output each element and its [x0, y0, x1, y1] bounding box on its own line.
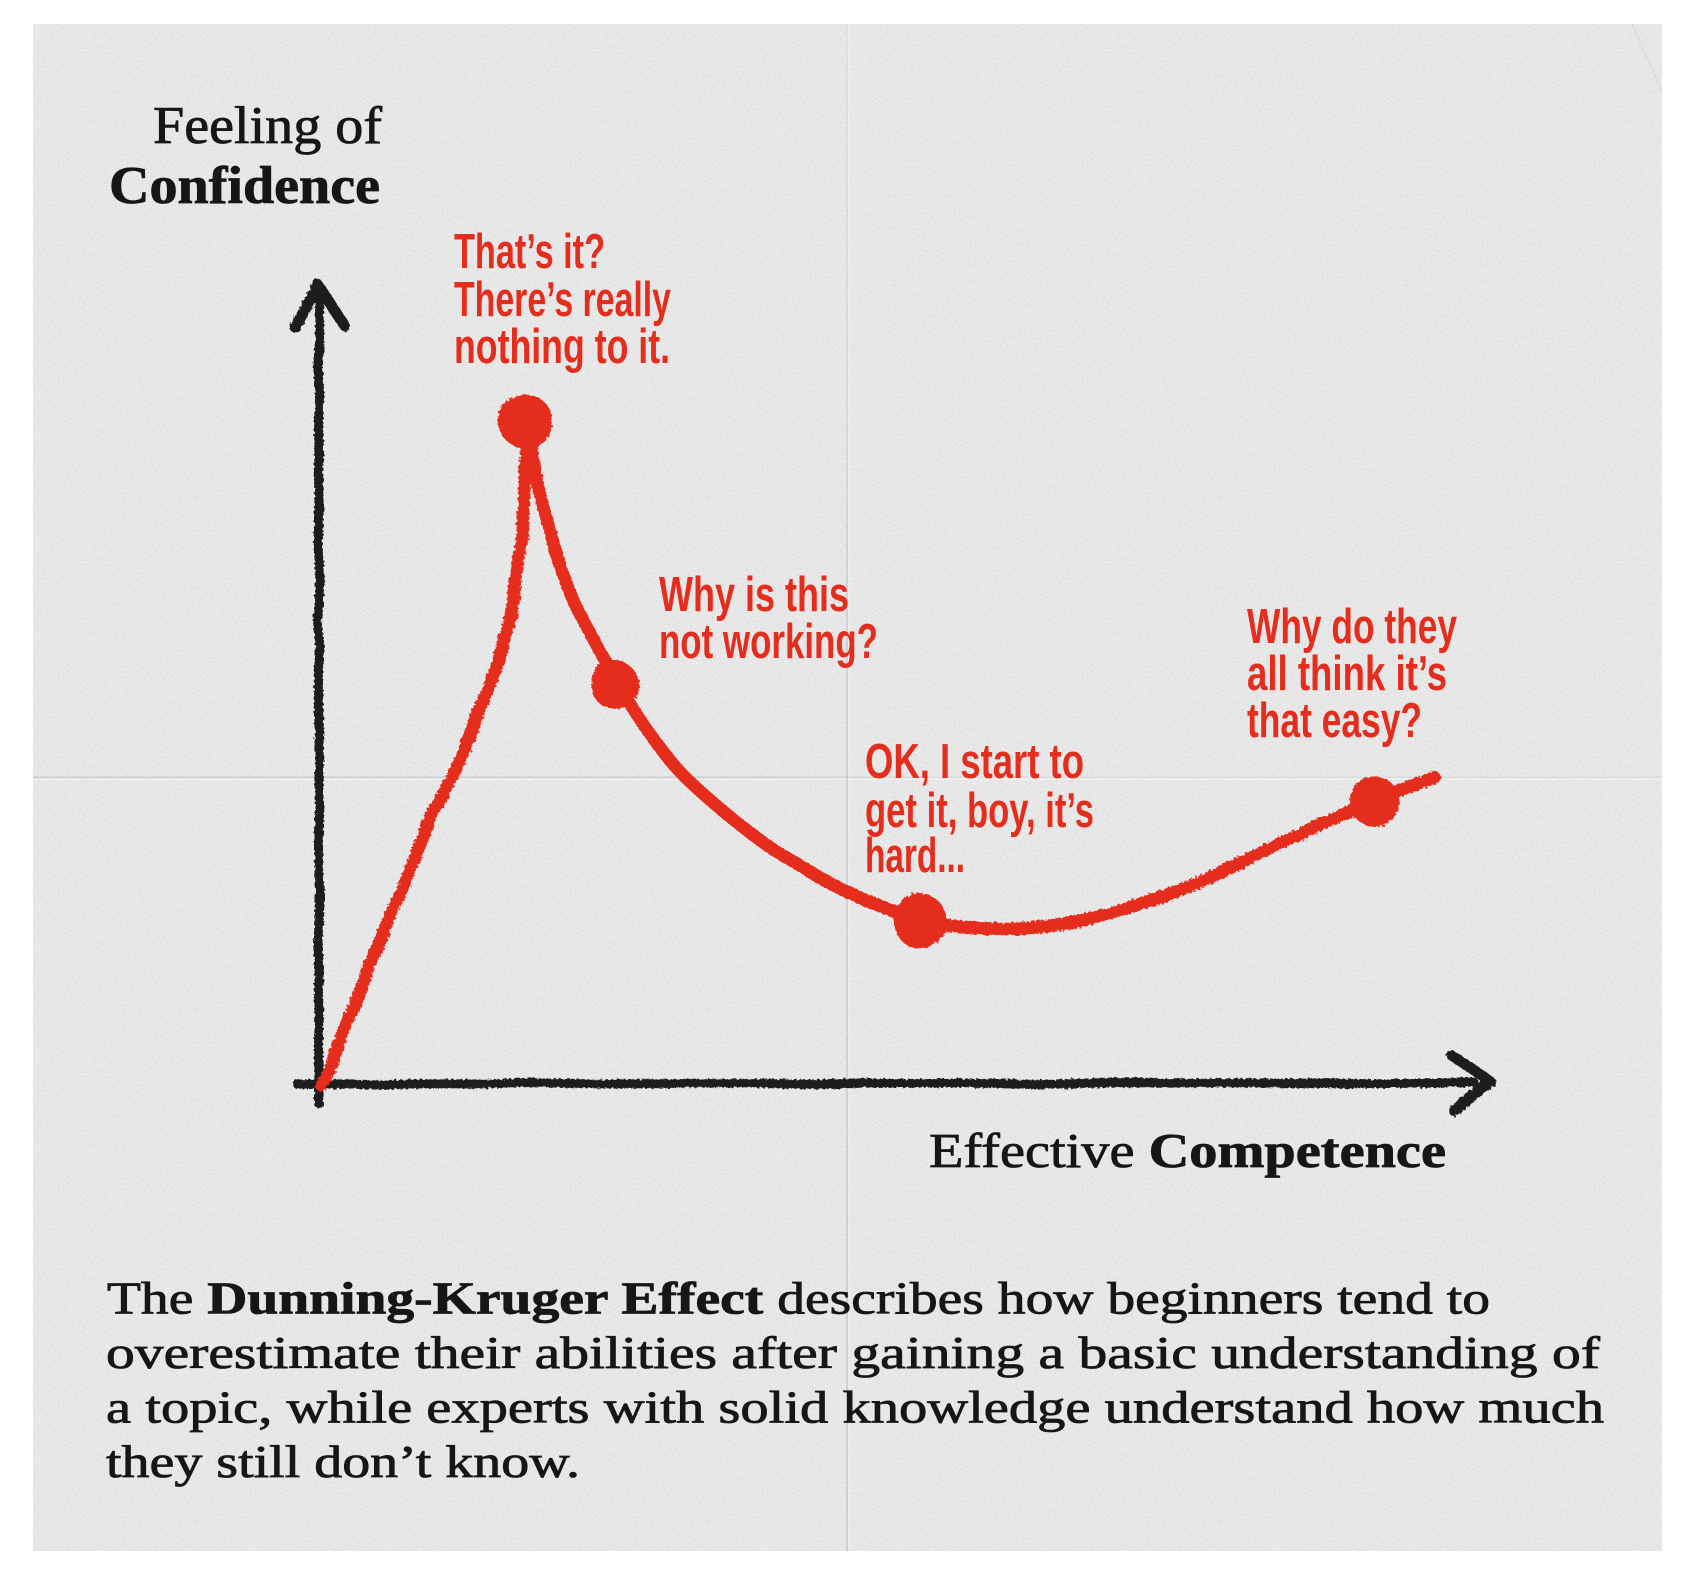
- svg-text:Why do they: Why do they: [1247, 600, 1457, 654]
- svg-text:Feeling of: Feeling of: [153, 97, 382, 155]
- svg-text:a topic, while experts with so: a topic, while experts with solid knowle…: [106, 1382, 1604, 1433]
- svg-text:Why is this: Why is this: [659, 568, 849, 622]
- svg-text:There’s really: There’s really: [454, 273, 671, 327]
- svg-text:not working?: not working?: [659, 615, 878, 669]
- svg-text:get it, boy, it’s: get it, boy, it’s: [865, 784, 1094, 838]
- svg-text:Effective Competence: Effective Competence: [929, 1123, 1446, 1178]
- svg-text:nothing to it.: nothing to it.: [454, 320, 670, 374]
- svg-text:overestimate their abilities a: overestimate their abilities after gaini…: [106, 1327, 1601, 1378]
- svg-text:hard...: hard...: [865, 829, 965, 883]
- svg-text:they still don’t know.: they still don’t know.: [106, 1436, 580, 1487]
- svg-text:OK, I start to: OK, I start to: [865, 735, 1084, 789]
- svg-text:Confidence: Confidence: [109, 157, 380, 215]
- svg-text:That’s it?: That’s it?: [454, 225, 605, 279]
- svg-text:that easy?: that easy?: [1247, 694, 1422, 748]
- svg-text:The Dunning-Kruger Effect desc: The Dunning-Kruger Effect describes how …: [107, 1273, 1490, 1324]
- svg-text:all think it’s: all think it’s: [1247, 647, 1447, 701]
